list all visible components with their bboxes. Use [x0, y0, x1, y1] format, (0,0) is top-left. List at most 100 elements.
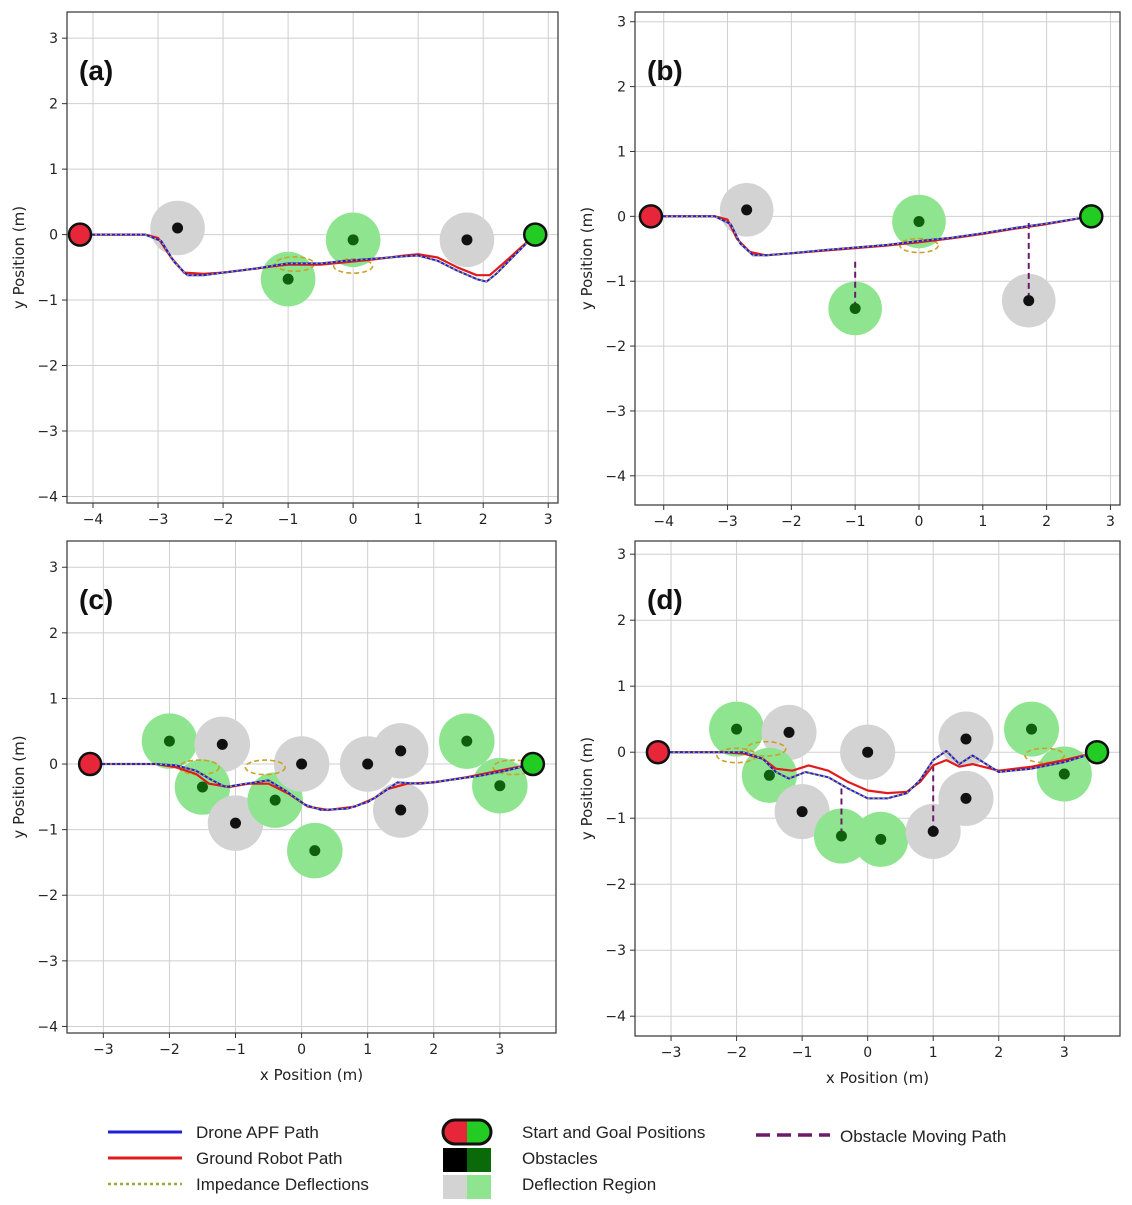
obstacle [763, 769, 775, 781]
impedance-deflection [1024, 747, 1066, 764]
impedance-deflection-path [90, 763, 534, 811]
x-tick-label: 3 [1106, 514, 1115, 530]
x-tick-label: −1 [278, 512, 299, 528]
obstacle [835, 830, 847, 842]
x-tick-label: −2 [213, 512, 234, 528]
y-tick-label: −3 [37, 954, 58, 970]
obstacle [282, 273, 294, 285]
x-tick-label: 3 [1060, 1045, 1069, 1061]
plot-content [90, 713, 534, 879]
y-tick-label: 3 [49, 31, 58, 47]
y-tick-label: −4 [605, 469, 626, 485]
obstacle [862, 746, 874, 758]
obstacle [309, 845, 321, 857]
obstacle [461, 234, 473, 246]
panel-label: (c) [79, 584, 113, 615]
x-tick-label: 1 [363, 1042, 372, 1058]
ticks: −3 −2 −1 0 1 2 3 −4 −3 −2 −1 0 1 2 3 [605, 547, 1068, 1061]
panel-b: −4 −3 −2 −1 0 1 2 3 −4 −3 −2 −1 0 1 2 3 y Position (m) (b… [578, 11, 1121, 530]
y-tick-label: 0 [617, 209, 626, 225]
plot-frame [634, 11, 1121, 506]
x-tick-label: −1 [792, 1045, 813, 1061]
y-tick-label: 1 [49, 691, 58, 707]
x-tick-label: −3 [148, 512, 169, 528]
panel-a: −4 −3 −2 −1 0 1 2 3 −4 −3 −2 −1 0 1 2 3 y Position (m) (a… [10, 11, 559, 528]
panel-c: −3 −2 −1 0 1 2 3 −4 −3 −2 −1 0 1 2 3 y Position (m) x Po… [10, 540, 557, 1084]
legend-deflection-swatch [443, 1175, 491, 1199]
y-tick-label: 3 [617, 15, 626, 31]
y-tick-label: 0 [49, 757, 58, 773]
plot-frame [634, 540, 1121, 1037]
drone-apf-path [657, 749, 1098, 800]
x-tick-label: 1 [978, 514, 987, 530]
y-tick-label: −4 [37, 489, 58, 505]
x-tick-label: −4 [83, 512, 104, 528]
legend-deflection-label: Deflection Region [522, 1175, 656, 1194]
start-position [645, 739, 671, 765]
panel-label: (a) [79, 55, 113, 86]
legend-start-goal-swatch [441, 1118, 493, 1146]
y-tick-label: 3 [617, 547, 626, 563]
x-tick-label: 3 [495, 1042, 504, 1058]
x-axis-label: x Position (m) [260, 1066, 363, 1084]
impedance-deflection [244, 759, 286, 776]
x-tick-label: −3 [661, 1045, 682, 1061]
x-tick-label: 0 [863, 1045, 872, 1061]
x-tick-label: −2 [726, 1045, 747, 1061]
x-tick-label: 3 [544, 512, 553, 528]
obstacle [741, 204, 753, 216]
legend-impedance-label: Impedance Deflections [196, 1175, 369, 1194]
obstacle [347, 234, 359, 246]
y-tick-label: −1 [37, 823, 58, 839]
legend-drone-label: Drone APF Path [196, 1123, 319, 1142]
y-tick-label: 3 [49, 560, 58, 576]
goal-position [1079, 204, 1104, 229]
y-tick-label: 1 [617, 144, 626, 160]
y-tick-label: 1 [617, 679, 626, 695]
obstacle [913, 216, 925, 228]
ticks: −3 −2 −1 0 1 2 3 −4 −3 −2 −1 0 1 2 3 [37, 560, 504, 1058]
panel-d: −3 −2 −1 0 1 2 3 −4 −3 −2 −1 0 1 2 3 y Position (m) x Po… [578, 540, 1121, 1087]
y-tick-label: 0 [617, 745, 626, 761]
y-axis-label: y Position (m) [10, 735, 28, 838]
y-tick-label: 2 [617, 80, 626, 96]
plot-area [635, 12, 1120, 505]
y-tick-label: −2 [605, 877, 626, 893]
obstacle [362, 758, 374, 770]
obstacle [875, 833, 887, 845]
y-tick-label: −4 [605, 1009, 626, 1025]
y-tick-label: −2 [37, 359, 58, 375]
y-tick-label: −3 [37, 424, 58, 440]
legend-ground-label: Ground Robot Path [196, 1149, 342, 1168]
y-tick-label: −3 [605, 943, 626, 959]
obstacle [230, 817, 242, 829]
y-tick-label: −1 [37, 293, 58, 309]
obstacle [1023, 295, 1035, 307]
start-position [67, 222, 93, 247]
goal-position [520, 751, 546, 777]
y-axis-label: y Position (m) [10, 206, 28, 309]
legend-start-goal-label: Start and Goal Positions [522, 1123, 705, 1142]
x-tick-label: −3 [717, 514, 738, 530]
obstacle [196, 781, 208, 793]
obstacle [172, 222, 184, 234]
goal-position [522, 222, 548, 247]
obstacle [1026, 723, 1038, 735]
x-tick-label: −1 [845, 514, 866, 530]
obstacle [395, 804, 407, 816]
y-axis-label: y Position (m) [578, 207, 596, 310]
legend-obstacles-swatch [443, 1148, 491, 1172]
impedance-deflection-path [80, 233, 536, 283]
impedance-deflection [899, 237, 939, 254]
obstacle [395, 745, 407, 757]
impedance-deflection [745, 740, 787, 757]
y-tick-label: −2 [605, 339, 626, 355]
plot-area [635, 541, 1120, 1036]
x-tick-label: 0 [915, 514, 924, 530]
x-tick-label: 0 [349, 512, 358, 528]
x-tick-label: 0 [297, 1042, 306, 1058]
y-tick-label: 2 [49, 97, 58, 113]
y-tick-label: 0 [49, 228, 58, 244]
y-tick-label: 2 [617, 613, 626, 629]
plot-content [80, 200, 536, 307]
